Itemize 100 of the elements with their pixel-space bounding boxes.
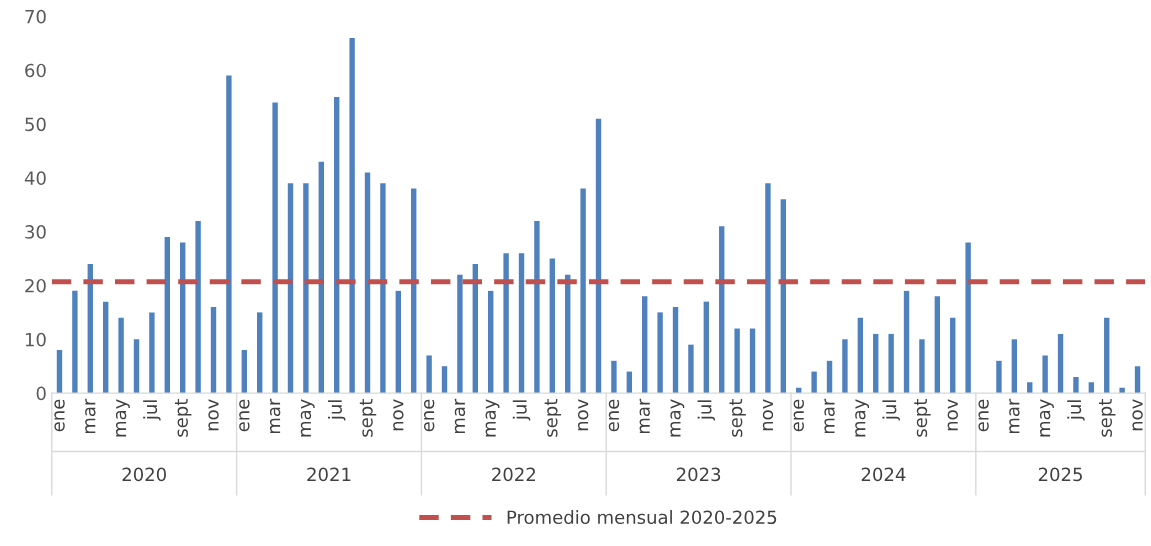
x-tick-label: ene <box>54 399 65 432</box>
bar <box>364 172 371 394</box>
bar <box>642 296 648 394</box>
bar <box>996 360 1002 394</box>
y-tick-label: 40 <box>24 171 46 185</box>
bar <box>873 333 879 394</box>
bar <box>780 199 787 394</box>
bar <box>688 344 694 394</box>
bar <box>672 307 679 394</box>
y-tick-label: 50 <box>25 117 46 132</box>
legend-label: Promedio mensual 2020-2025 <box>507 510 777 525</box>
bar <box>334 97 340 394</box>
bar <box>903 290 910 394</box>
x-tick-label: may <box>1040 399 1054 437</box>
y-tick-label: 70 <box>25 9 46 24</box>
x-tick-label: ene <box>978 399 989 432</box>
bar <box>287 183 294 394</box>
bar <box>857 317 864 394</box>
bar <box>210 307 217 394</box>
x-tick-label: nov <box>393 399 404 431</box>
x-tick-label: may <box>670 399 685 437</box>
x-tick-label: jul <box>327 400 346 421</box>
bar <box>611 360 617 394</box>
bar <box>395 290 402 394</box>
y-tick-label: 20 <box>25 278 46 293</box>
bar <box>549 258 556 394</box>
x-tick-label: mar <box>824 398 835 434</box>
bar <box>426 355 432 394</box>
x-tick-label: ene <box>608 399 620 432</box>
text: 2023 <box>676 467 721 482</box>
x-tick-label: jul <box>512 400 531 421</box>
bar <box>919 339 925 394</box>
x-tick-label: mar <box>639 398 650 434</box>
bar <box>749 328 756 394</box>
bar <box>934 296 941 394</box>
y-tick-label: 10 <box>25 332 46 347</box>
bar <box>488 290 494 394</box>
bar <box>195 220 201 394</box>
bar <box>595 118 602 394</box>
bar <box>580 188 586 394</box>
x-tick-label: jul <box>1067 400 1085 421</box>
x-tick-label: ene <box>239 399 250 432</box>
x-tick-label: nov <box>577 399 589 431</box>
x-tick-label: may <box>300 399 315 437</box>
x-tick-label: sept <box>914 399 931 437</box>
x-tick-label: sept <box>729 399 746 437</box>
x-tick-label: may <box>855 399 870 437</box>
bar <box>518 253 525 394</box>
bar <box>272 102 278 394</box>
bar <box>1057 333 1064 394</box>
x-tick-label: sept <box>544 399 562 437</box>
bar <box>1011 339 1018 394</box>
x-tick-label: jul <box>697 400 716 421</box>
bar <box>149 312 155 394</box>
bar <box>703 301 710 394</box>
y-tick-label: 30 <box>25 225 46 239</box>
x-tick-label: mar <box>454 398 466 434</box>
bar <box>441 366 448 394</box>
x-tick-label: nov <box>1132 399 1143 431</box>
bar <box>457 274 463 394</box>
x-tick-label: mar <box>1009 398 1020 434</box>
bar <box>103 301 109 394</box>
bar <box>842 339 848 394</box>
text: 2021 <box>307 467 351 482</box>
x-tick-label: nov <box>208 399 219 431</box>
bar <box>1073 376 1079 394</box>
bar <box>657 312 663 394</box>
text: 2022 <box>492 467 535 482</box>
x-tick-label: sept <box>359 399 377 437</box>
y-tick-label: 60 <box>25 63 46 78</box>
bar <box>1104 317 1110 394</box>
bar <box>118 317 124 394</box>
bar <box>72 290 78 394</box>
bar <box>56 350 63 394</box>
x-tick-label: mar <box>85 398 96 434</box>
x-tick-label: sept <box>1099 399 1116 437</box>
x-tick-label: jul <box>882 400 900 421</box>
bar <box>965 242 971 394</box>
y-tick-label: 0 <box>36 386 46 401</box>
x-tick-label: may <box>485 399 500 437</box>
bar <box>811 371 817 394</box>
bar <box>719 226 725 394</box>
bar <box>888 333 894 394</box>
bar <box>349 37 355 394</box>
bar <box>734 328 740 394</box>
x-tick-label: nov <box>947 399 958 431</box>
text: 2020 <box>122 467 166 482</box>
bar <box>950 317 956 394</box>
bar <box>765 183 771 394</box>
bar <box>257 312 263 394</box>
bar <box>380 183 386 394</box>
x-tick-label: may <box>115 399 130 437</box>
bar <box>534 220 540 394</box>
bar <box>164 237 170 394</box>
bar <box>503 253 509 394</box>
x-tick-label: ene <box>423 399 435 432</box>
bar <box>318 161 324 394</box>
x-tick-label: mar <box>269 398 281 434</box>
x-tick-label: nov <box>762 399 774 431</box>
bar <box>133 339 140 394</box>
